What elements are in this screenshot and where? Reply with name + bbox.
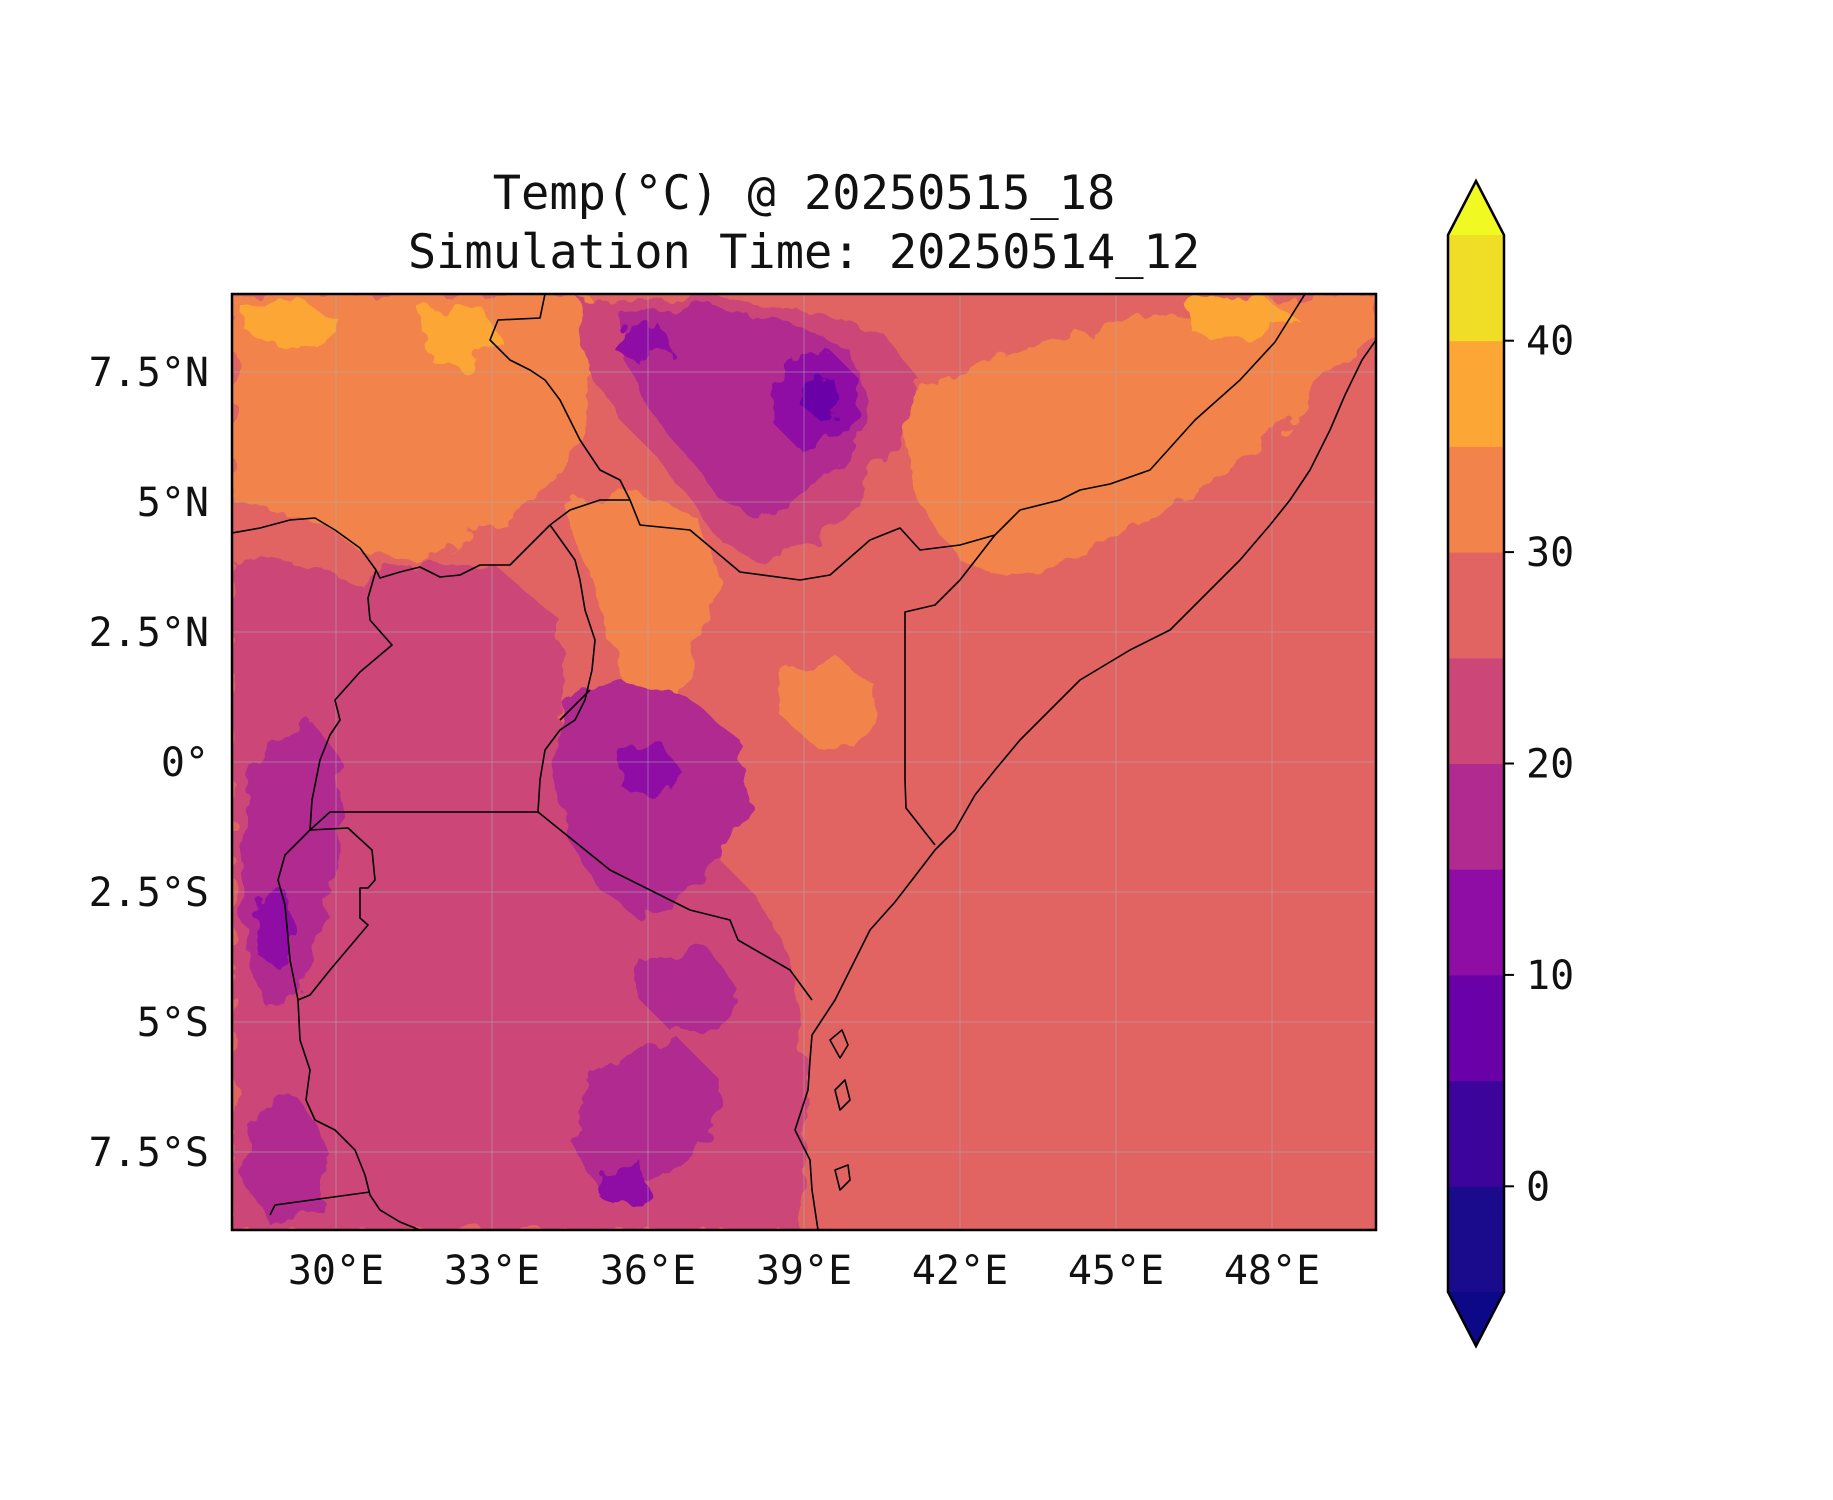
east-african-coastline (794, 339, 1376, 1230)
warm-region-ne-kenya (780, 660, 880, 750)
very-cold-spot-simien (615, 325, 670, 365)
hot-spot-sudan-east (420, 305, 500, 370)
colorbar-segment (1448, 763, 1504, 870)
chart-title-line-1: Temp(°C) @ 20250515_18 (492, 166, 1116, 221)
y-tick-label: 5°S (137, 1000, 209, 1046)
y-axis: 7.5°N 5°N 2.5°N 0° 2.5°S 5°S 7.5°S (89, 350, 209, 1176)
hot-spot-sudan-west (240, 300, 340, 350)
very-cold-spot-tanzania (598, 1160, 650, 1210)
x-tick-label: 36°E (600, 1248, 696, 1294)
chart-title-line-2: Simulation Time: 20250514_12 (407, 225, 1201, 280)
hot-spot-gulf (1180, 296, 1300, 340)
kenya-tanzania-border (537, 811, 813, 1001)
colorbar-tick-label: 40 (1526, 319, 1574, 365)
coastline-and-borders (232, 294, 1376, 1230)
x-tick-label: 33°E (444, 1248, 540, 1294)
uganda-kenya-border (537, 524, 596, 813)
cold-region-tanzania-south (570, 1040, 720, 1190)
mafia-island (834, 1164, 851, 1191)
colorbar-segment (1448, 235, 1504, 342)
colorbar-extend-min (1448, 1292, 1504, 1346)
colorbar-segment (1448, 1080, 1504, 1187)
warm-region-sudan (232, 294, 600, 560)
y-tick-label: 7.5°S (89, 1130, 209, 1176)
very-cold-spot-mt-kenya (620, 740, 680, 800)
coldest-spot-ethiopia (800, 380, 845, 420)
colorbar-segment (1448, 446, 1504, 553)
warm-region-turkana (560, 490, 720, 730)
colorbar-tick-label: 0 (1526, 1164, 1550, 1210)
rwanda-burundi-borders (277, 827, 376, 1001)
x-tick-label: 39°E (756, 1248, 852, 1294)
map-frame (230, 292, 1378, 1232)
map-gridlines (232, 294, 1376, 1230)
cold-region-tanzania-central (640, 950, 740, 1030)
colorbar-outline (1446, 178, 1506, 1349)
zambia-border (269, 1191, 371, 1216)
cold-region-southwest (245, 1100, 330, 1225)
colorbar-segment (1448, 657, 1504, 764)
warm-region-ogaden (900, 294, 1376, 580)
x-tick-label: 45°E (1068, 1248, 1164, 1294)
colorbar-segment (1448, 552, 1504, 659)
pemba-island (834, 1079, 851, 1111)
kenya-somalia-border (904, 534, 996, 846)
colorbar-extend-max (1448, 181, 1504, 235)
cold-region-kenya-highlands (555, 680, 750, 920)
temperature-map-panel (232, 294, 1376, 1230)
x-axis: 30°E 33°E 36°E 39°E 42°E 45°E 48°E (288, 1248, 1320, 1294)
x-tick-label: 48°E (1224, 1248, 1320, 1294)
colorbar-segment (1448, 974, 1504, 1082)
colorbar-segment (1448, 1186, 1504, 1293)
y-tick-label: 0° (161, 740, 209, 786)
y-tick-label: 5°N (137, 480, 209, 526)
colorbar-segment (1448, 869, 1504, 976)
colorbar: 0 10 20 30 40 (1446, 178, 1574, 1349)
lake-tanganyika-shore (297, 999, 421, 1230)
x-tick-label: 42°E (912, 1248, 1008, 1294)
temperature-contours (232, 294, 1376, 1230)
colorbar-tick-label: 30 (1526, 530, 1574, 576)
x-tick-label: 30°E (288, 1248, 384, 1294)
colorbar-segment (1448, 340, 1504, 447)
zanzibar-island (829, 1029, 849, 1059)
lake-victoria-shore (559, 689, 591, 721)
y-tick-label: 2.5°N (89, 610, 209, 656)
south-sudan-uganda-border (232, 499, 630, 579)
cool-region-uganda (345, 560, 560, 790)
y-tick-label: 2.5°S (89, 870, 209, 916)
colorbar-tick-label: 10 (1526, 953, 1574, 999)
sudan-ethiopia-border (489, 294, 1306, 581)
colorbar-tick-label: 20 (1526, 742, 1574, 788)
y-tick-label: 7.5°N (89, 350, 209, 396)
